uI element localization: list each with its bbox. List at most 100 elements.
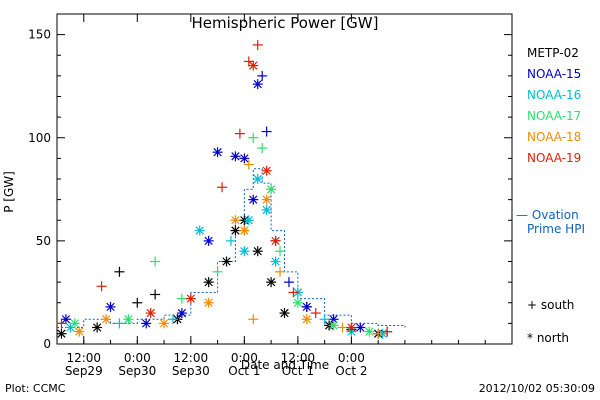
south-marker: [212, 266, 223, 277]
north-marker: [279, 308, 290, 319]
north-marker: [328, 320, 339, 331]
north-marker: [203, 297, 214, 308]
legend-ovation-line2: Prime HPI: [527, 222, 585, 236]
y-tick-label: 50: [36, 234, 51, 248]
plot-credit: Plot: CCMC: [5, 382, 66, 395]
north-marker: [364, 326, 375, 337]
x-tick-label: 12:00: [281, 351, 316, 365]
south-marker: [288, 287, 299, 298]
marker-stroke: [262, 195, 271, 204]
marker-stroke: [186, 294, 195, 303]
x-tick-date: Sep30: [172, 364, 210, 378]
north-marker: [252, 174, 263, 184]
marker-stroke: [92, 323, 102, 332]
legend-item: NOAA-19: [527, 151, 581, 165]
marker-stroke: [213, 148, 222, 157]
legend-item: METP-02: [527, 46, 579, 60]
marker-stroke: [204, 277, 213, 287]
x-tick-date: Oct 2: [335, 364, 367, 378]
legend: METP-02 NOAA-15 NOAA-16 NOAA-17 NOAA-18 NOAA-…: [516, 46, 585, 345]
south-marker: [275, 246, 286, 257]
marker-stroke: [249, 61, 258, 70]
south-marker: [382, 326, 393, 337]
south-marker: [373, 328, 384, 339]
marker-stroke: [240, 226, 249, 235]
x-tick-date: Sep29: [65, 364, 103, 378]
north-marker: [194, 225, 205, 236]
south-marker: [319, 314, 330, 325]
marker-stroke: [302, 315, 311, 324]
legend-north: * north: [527, 331, 569, 345]
south-marker: [257, 70, 268, 81]
marker-stroke: [244, 216, 253, 225]
marker-stroke: [240, 247, 249, 256]
plot-frame: [56, 13, 513, 345]
south-marker: [252, 39, 263, 50]
north-marker: [92, 322, 103, 333]
marker-stroke: [70, 319, 80, 328]
north-marker: [239, 225, 250, 236]
legend-item: NOAA-16: [527, 88, 581, 102]
marker-stroke: [293, 298, 303, 307]
south-marker: [132, 297, 143, 308]
north-marker: [65, 322, 76, 333]
north-marker: [270, 235, 281, 246]
marker-stroke: [266, 185, 276, 194]
legend-item: NOAA-18: [527, 130, 581, 144]
south-marker: [56, 318, 67, 329]
marker-stroke: [222, 257, 231, 266]
x-tick-label: 0:00: [124, 351, 151, 365]
y-tick-label: 0: [43, 337, 51, 351]
north-marker: [101, 314, 112, 325]
y-tick-label: 150: [28, 28, 51, 42]
north-marker: [292, 297, 303, 308]
south-marker: [337, 322, 348, 333]
north-marker: [69, 318, 80, 329]
north-marker: [105, 301, 116, 312]
north-marker: [185, 293, 196, 304]
marker-stroke: [329, 321, 338, 330]
north-marker: [252, 79, 263, 90]
north-marker: [230, 151, 241, 162]
data-markers: [56, 39, 393, 339]
marker-stroke: [177, 308, 187, 318]
south-marker: [114, 266, 125, 277]
north-marker: [261, 165, 272, 176]
north-marker: [60, 314, 71, 325]
south-marker: [96, 281, 107, 292]
south-marker: [150, 289, 161, 300]
north-marker: [239, 153, 250, 164]
north-marker: [176, 308, 187, 319]
marker-stroke: [146, 308, 155, 318]
marker-stroke: [159, 319, 169, 328]
north-marker: [230, 215, 241, 226]
north-marker: [270, 256, 281, 267]
marker-stroke: [231, 152, 240, 161]
north-marker: [203, 277, 214, 288]
marker-stroke: [262, 205, 271, 215]
south-marker: [275, 266, 286, 277]
marker-stroke: [61, 315, 71, 324]
plot-timestamp: 2012/10/02 05:30:09: [479, 382, 595, 395]
south-marker: [257, 143, 268, 154]
north-marker: [266, 184, 277, 195]
marker-stroke: [204, 236, 213, 246]
marker-stroke: [240, 154, 249, 163]
north-marker: [355, 322, 366, 333]
marker-stroke: [271, 236, 280, 246]
marker-stroke: [365, 327, 374, 336]
north-marker: [248, 194, 259, 205]
marker-stroke: [231, 216, 240, 225]
x-tick-date: Oct 1: [228, 364, 260, 378]
north-marker: [301, 301, 312, 312]
ovation-hpi-line: [57, 168, 406, 328]
x-tick-label: 0:00: [231, 351, 258, 365]
north-marker: [301, 314, 312, 325]
north-marker: [239, 246, 250, 257]
south-marker: [248, 132, 259, 143]
south-marker: [243, 159, 254, 170]
south-marker: [176, 293, 187, 304]
north-marker: [203, 235, 214, 246]
north-marker: [230, 225, 241, 236]
